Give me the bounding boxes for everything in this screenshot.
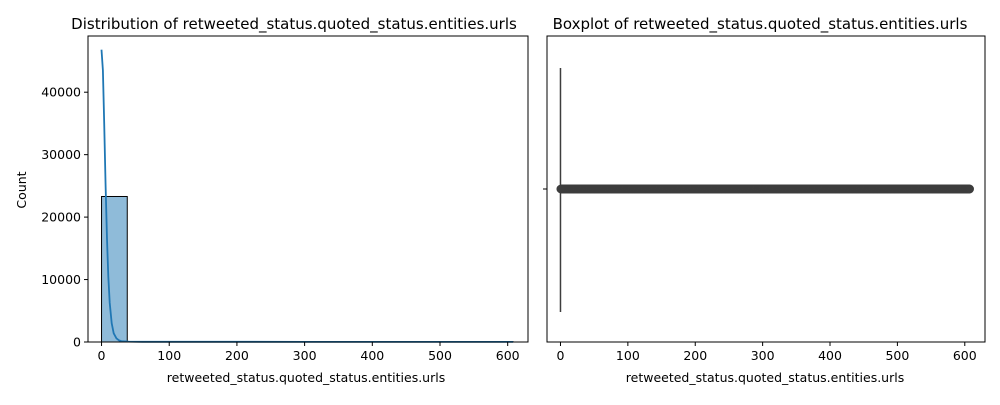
- histogram-x-tick-label-0: 0: [98, 348, 106, 363]
- boxplot-x-tick-label-0: 0: [557, 348, 565, 363]
- histogram-plot-area: 0 100 200 300 400 500 600 0 10000 20000 30000 40000: [41, 36, 528, 363]
- histogram-y-tick-label-0: 0: [73, 335, 81, 350]
- boxplot-x-axis-label: retweeted_status.quoted_status.entities.…: [626, 370, 904, 385]
- boxplot-x-tick-label-3: 300: [751, 348, 775, 363]
- outlier-point-505: [966, 185, 974, 193]
- histogram-title: Distribution of retweeted_status.quoted_…: [71, 15, 517, 34]
- histogram-y-tick-label-3: 30000: [41, 147, 81, 162]
- boxplot-plot-area: 0 100 200 300 400 500 600: [543, 36, 985, 363]
- boxplot-x-tick-label-4: 400: [818, 348, 842, 363]
- histogram-y-axis-label: Count: [14, 171, 29, 208]
- boxplot-x-tick-label-6: 600: [953, 348, 977, 363]
- boxplot-x-tick-label-5: 500: [885, 348, 909, 363]
- histogram-x-axis-label: retweeted_status.quoted_status.entities.…: [167, 370, 445, 385]
- histogram-x-tick-label-6: 600: [496, 348, 520, 363]
- histogram-x-tick-label-1: 100: [157, 348, 181, 363]
- histogram-panel: Distribution of retweeted_status.quoted_…: [14, 15, 528, 385]
- histogram-x-tick-label-5: 500: [428, 348, 452, 363]
- histogram-x-tick-label-2: 200: [225, 348, 249, 363]
- boxplot-title: Boxplot of retweeted_status.quoted_statu…: [553, 15, 968, 34]
- histogram-y-tick-label-4: 40000: [41, 85, 81, 100]
- histogram-x-tick-label-3: 300: [293, 348, 317, 363]
- histogram-x-tick-label-4: 400: [360, 348, 384, 363]
- histogram-y-tick-label-2: 20000: [41, 210, 81, 225]
- kde-line: [102, 50, 514, 342]
- boxplot-x-tick-label-1: 100: [616, 348, 640, 363]
- histogram-bar-0: [102, 196, 128, 342]
- outlier-point-zero: [556, 185, 564, 193]
- boxplot-x-tick-label-2: 200: [683, 348, 707, 363]
- histogram-frame: [88, 36, 528, 342]
- histogram-y-tick-label-1: 10000: [41, 272, 81, 287]
- boxplot-panel: Boxplot of retweeted_status.quoted_statu…: [543, 15, 985, 385]
